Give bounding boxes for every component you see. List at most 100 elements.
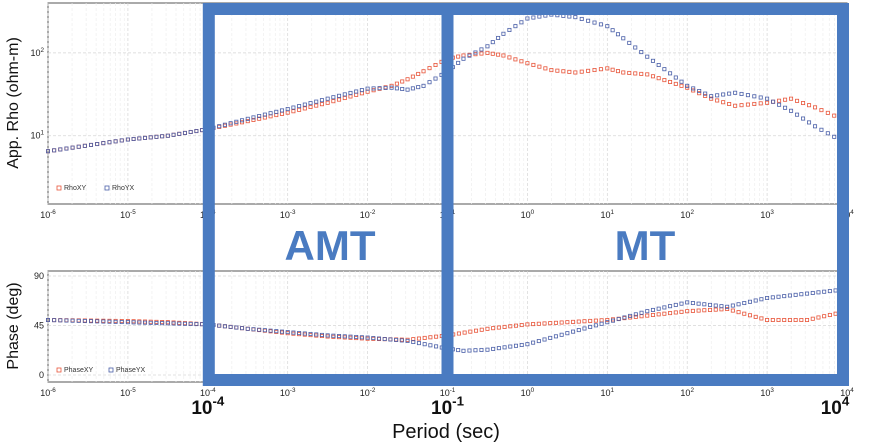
data-point <box>685 83 690 88</box>
data-point <box>727 101 732 106</box>
data-point <box>240 118 245 123</box>
top-x-tick-label: 10-3 <box>280 209 296 220</box>
data-point <box>240 326 245 331</box>
data-point <box>131 136 136 141</box>
data-point <box>525 342 530 347</box>
data-point <box>119 320 124 325</box>
data-point <box>730 308 735 313</box>
data-point <box>177 321 182 326</box>
data-point <box>586 18 591 23</box>
data-point <box>771 99 776 104</box>
data-point <box>245 116 250 121</box>
data-point <box>697 91 702 96</box>
data-point <box>696 301 701 306</box>
data-point <box>633 314 638 319</box>
data-point <box>194 322 199 327</box>
data-point <box>473 50 478 55</box>
phase-panel: 10-6 10-5 10-4 10-3 10-2 10-1 100 101 102 103 104 … <box>5 270 854 443</box>
data-point <box>782 294 787 299</box>
data-point <box>377 336 382 341</box>
data-point <box>610 67 615 72</box>
data-point <box>314 103 319 108</box>
data-point <box>359 335 364 340</box>
data-point <box>496 35 501 40</box>
data-point <box>76 144 81 149</box>
bottom-y-tick-label: 0 <box>39 370 44 380</box>
bottom-x-tick-label: 104 <box>840 387 854 398</box>
data-point <box>713 303 718 308</box>
data-point <box>165 321 170 326</box>
data-point <box>708 307 713 312</box>
top-x-tick-label: 103 <box>760 209 774 220</box>
bottom-x-tick-label: 10-6 <box>40 387 56 398</box>
data-point <box>825 131 830 136</box>
data-point <box>485 347 490 352</box>
data-point <box>58 147 63 152</box>
data-point <box>137 136 142 141</box>
data-point <box>194 129 199 134</box>
data-point <box>656 63 661 68</box>
data-point <box>650 58 655 63</box>
data-point <box>745 102 750 107</box>
data-point <box>434 344 439 349</box>
data-point <box>410 86 415 91</box>
data-point <box>421 83 426 88</box>
data-point <box>245 119 250 124</box>
legend-entry: PhaseYX <box>116 367 146 374</box>
data-point <box>513 323 518 328</box>
legend-marker <box>104 185 110 191</box>
data-point <box>782 317 787 322</box>
data-point <box>113 319 118 324</box>
data-point <box>331 99 336 104</box>
data-point <box>702 302 707 307</box>
data-point <box>645 309 650 314</box>
data-point <box>474 328 479 333</box>
data-point <box>502 324 507 329</box>
data-point <box>733 90 738 95</box>
data-point <box>610 28 615 33</box>
data-point <box>598 22 603 27</box>
data-point <box>789 108 794 113</box>
data-point <box>468 329 473 334</box>
data-point <box>188 129 193 134</box>
data-point <box>605 317 610 322</box>
data-point <box>807 103 812 108</box>
amt-band-label: AMT <box>285 222 376 269</box>
data-point <box>736 310 741 315</box>
data-point <box>753 298 758 303</box>
data-point <box>739 91 744 96</box>
data-point <box>721 92 726 97</box>
data-point <box>827 289 832 294</box>
data-point <box>473 348 478 353</box>
data-point <box>160 321 165 326</box>
data-point <box>715 93 720 98</box>
data-point <box>685 300 690 305</box>
data-point <box>827 312 832 317</box>
big-x-tick-label: 10-4 <box>191 393 225 419</box>
bottom-y-tick-label: 90 <box>34 271 44 281</box>
data-point <box>742 311 747 316</box>
data-point <box>485 326 490 331</box>
data-point <box>274 109 279 114</box>
data-point <box>422 335 427 340</box>
data-point <box>461 56 466 61</box>
data-point <box>679 79 684 84</box>
data-point <box>765 96 770 101</box>
top-y-tick-label: 101 <box>30 130 44 141</box>
data-point <box>70 318 75 323</box>
bottom-x-tick-label: 10-4 <box>200 387 216 398</box>
data-point <box>251 115 256 120</box>
data-point <box>479 47 484 52</box>
data-point <box>46 317 51 322</box>
data-point <box>388 337 393 342</box>
data-point <box>119 138 124 143</box>
big-x-tick-label: 104 <box>821 393 850 419</box>
data-point <box>171 321 176 326</box>
data-point <box>832 113 837 118</box>
data-point <box>645 313 650 318</box>
data-point <box>537 64 542 69</box>
data-point <box>691 88 696 93</box>
data-point <box>715 98 720 103</box>
data-point <box>548 335 553 340</box>
data-point <box>143 320 148 325</box>
